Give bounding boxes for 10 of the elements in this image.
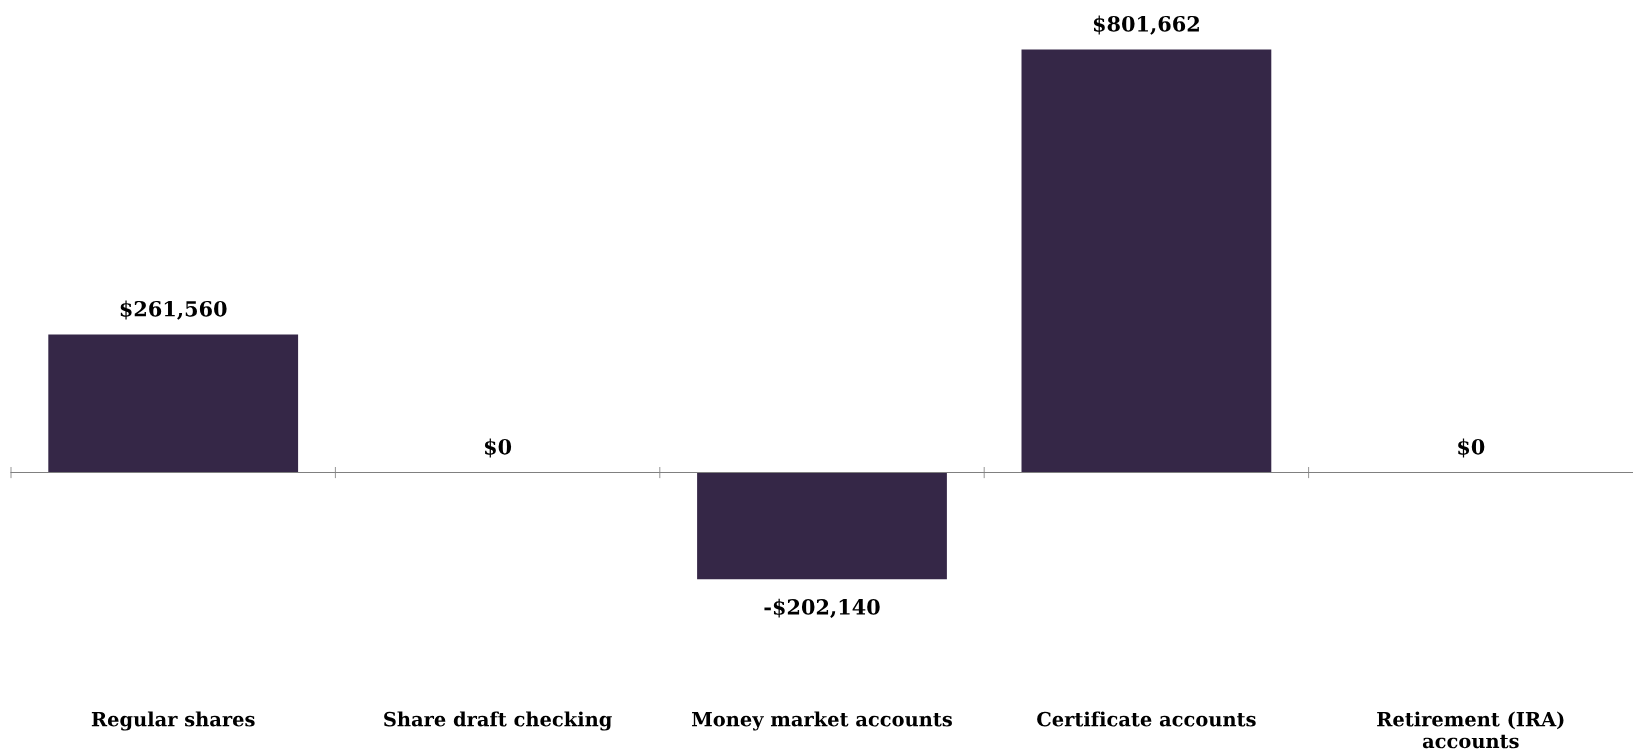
x-tick-label: Money market accounts [692, 711, 952, 731]
x-tick-label: Retirement (IRA) accounts [1377, 711, 1564, 749]
data-label: $801,662 [1093, 15, 1199, 35]
x-tick-label: Share draft checking [384, 711, 612, 731]
x-tick-label: Regular shares [91, 711, 255, 731]
x-tick-label: Certificate accounts [1037, 711, 1256, 727]
data-label: $261,560 [120, 300, 227, 320]
data-label: -$202,140 [764, 598, 880, 618]
data-label: $0 [1458, 438, 1485, 458]
data-label: $0 [484, 438, 512, 458]
